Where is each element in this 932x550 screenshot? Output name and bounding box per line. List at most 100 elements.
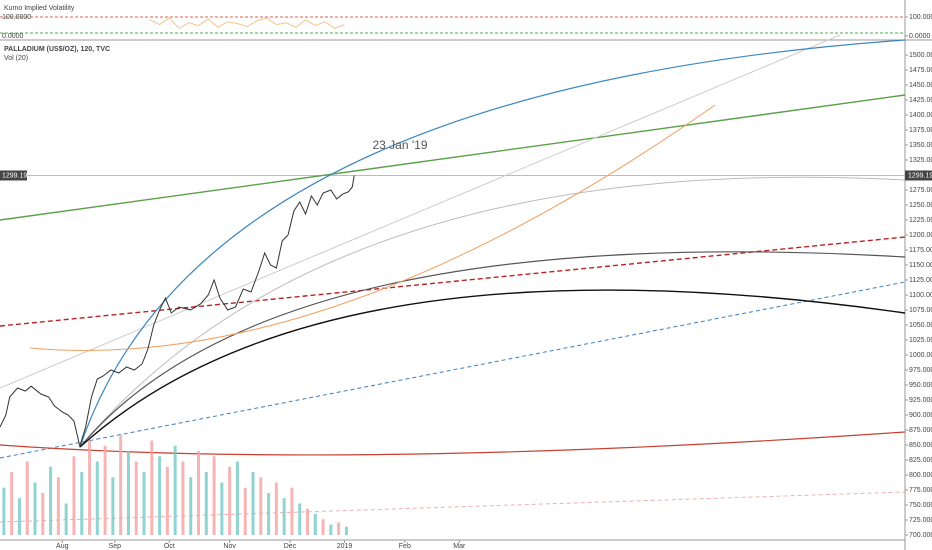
y-tick-label: 825.000	[909, 457, 932, 464]
y-tick-label: 1100.000	[909, 292, 932, 299]
volume-bar	[165, 466, 169, 535]
volume-bar	[251, 472, 255, 535]
x-tick-label: Nov	[223, 543, 236, 550]
price-line	[0, 175, 355, 449]
y-tick-label: 725.000	[909, 517, 932, 524]
volume-bar	[142, 472, 146, 535]
volume-bar	[235, 461, 239, 535]
price-tag-label: 1299.19	[2, 172, 27, 179]
chart-title: PALLADIUM (US$/OZ), 120, TVC	[4, 46, 110, 53]
volume-bar	[306, 508, 310, 535]
volume-bar	[204, 472, 208, 535]
y-tick-label: 975.000	[909, 367, 932, 374]
y-tick-label: 850.000	[909, 442, 932, 449]
volume-bar	[41, 493, 45, 535]
volume-bar	[111, 477, 115, 535]
volume-bar	[228, 466, 232, 535]
volume-bar	[321, 519, 325, 535]
y-tick-label: 1250.000	[909, 202, 932, 209]
volume-bar	[10, 472, 14, 535]
y-tick-label: 775.000	[909, 487, 932, 494]
volume-bar	[298, 503, 302, 535]
price-tag-label: 1299.19	[908, 172, 932, 179]
y-tick-label: 875.000	[909, 427, 932, 434]
y-tick-label: 1175.000	[909, 247, 932, 254]
y-tick-label: 1500.000	[909, 52, 932, 59]
annotation: 23 Jan '19	[372, 138, 427, 152]
x-tick-label: Oct	[164, 543, 175, 550]
volume-bar	[274, 482, 278, 535]
volume-bar	[64, 503, 68, 535]
volume-bar	[158, 456, 162, 535]
volume-bar	[95, 461, 99, 535]
volume-bar	[25, 461, 29, 535]
y-tick-label: 1325.000	[909, 157, 932, 164]
y-tick-label: 1000.000	[909, 352, 932, 359]
y-tick-label: 1350.000	[909, 142, 932, 149]
volume-bar	[72, 456, 76, 535]
y-tick-label: 1125.000	[909, 277, 932, 284]
y-tick-label: 750.000	[909, 502, 932, 509]
volume-bar	[119, 435, 123, 535]
indicator-title: Kumo Implied Volatility	[4, 5, 75, 12]
volume-bar	[2, 487, 6, 535]
y-tick-label: 0.0000	[909, 33, 931, 40]
arc	[29, 104, 716, 351]
y-tick-label: 1200.000	[909, 232, 932, 239]
y-tick-label: 1025.000	[909, 337, 932, 344]
volume-bar	[189, 477, 193, 535]
price-tag	[905, 170, 932, 181]
volume-bar	[282, 498, 286, 535]
x-tick-label: Feb	[399, 543, 411, 550]
volume-bar	[329, 524, 333, 535]
volume-bar	[49, 466, 53, 535]
arc	[79, 251, 906, 448]
volume-bar	[56, 477, 60, 535]
y-tick-label: 1225.000	[909, 217, 932, 224]
volume-bar	[173, 445, 177, 535]
arc	[79, 289, 906, 448]
y-tick-label: 900.000	[909, 412, 932, 419]
volume-bar	[134, 461, 138, 535]
volume-bar	[126, 451, 130, 535]
y-tick-label: 925.000	[909, 397, 932, 404]
volume-bar	[80, 472, 84, 535]
volume-bar	[88, 440, 92, 535]
volume-bar	[212, 456, 216, 535]
x-tick-label: Mar	[453, 543, 466, 550]
volume-bar	[337, 522, 341, 535]
volume-bar	[181, 461, 185, 535]
y-tick-label: 1375.000	[909, 127, 932, 134]
y-tick-label: 1050.000	[909, 322, 932, 329]
x-tick-label: Dec	[284, 543, 297, 550]
x-tick-label: Aug	[56, 543, 69, 550]
volume-bar	[243, 487, 247, 535]
y-tick-label: 1400.000	[909, 112, 932, 119]
arc	[79, 176, 906, 448]
volume-bar	[344, 526, 348, 535]
y-tick-label: 950.000	[909, 382, 932, 389]
y-tick-label: 800.000	[909, 472, 932, 479]
y-tick-label: 700.000	[909, 532, 932, 539]
y-tick-label: 0.0000	[2, 33, 24, 40]
volume-bar	[313, 514, 317, 535]
y-tick-label: 1450.000	[909, 82, 932, 89]
y-tick-label: 1475.000	[909, 67, 932, 74]
y-tick-label: 1425.000	[909, 97, 932, 104]
y-tick-label: 1275.000	[909, 187, 932, 194]
y-tick-label: 100.0000	[909, 14, 932, 21]
y-tick-label: 100.0000	[2, 14, 31, 21]
price-line	[149, 17, 345, 30]
volume-bar	[267, 493, 271, 535]
x-tick-label: Sep	[109, 543, 122, 550]
trend-line	[0, 94, 906, 221]
trend-line	[0, 34, 841, 389]
volume-bar	[290, 487, 294, 535]
volume-bar	[150, 440, 154, 535]
y-tick-label: 1150.000	[909, 262, 932, 269]
volume-bar	[17, 498, 21, 535]
volume-bar	[220, 482, 224, 535]
volume-bar	[259, 477, 263, 535]
